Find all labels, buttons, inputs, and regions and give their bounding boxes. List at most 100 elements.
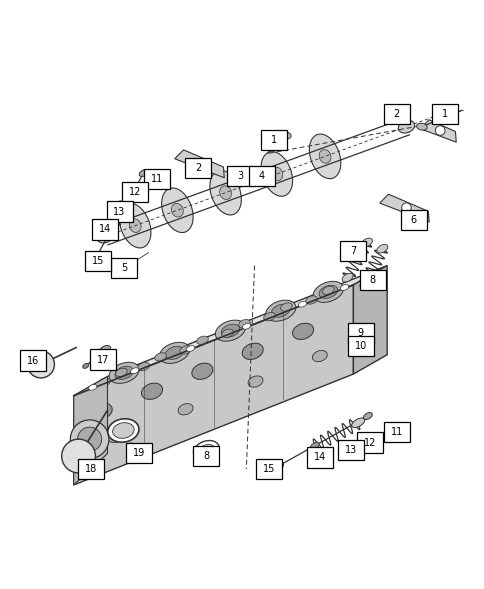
FancyBboxPatch shape	[347, 336, 373, 356]
Ellipse shape	[318, 150, 331, 163]
Ellipse shape	[340, 284, 348, 290]
Ellipse shape	[238, 319, 250, 328]
Ellipse shape	[91, 403, 112, 419]
Ellipse shape	[108, 431, 123, 443]
FancyBboxPatch shape	[347, 323, 373, 343]
Ellipse shape	[298, 301, 306, 307]
FancyBboxPatch shape	[90, 349, 116, 370]
FancyBboxPatch shape	[357, 432, 382, 453]
Ellipse shape	[161, 188, 193, 233]
Ellipse shape	[210, 170, 241, 215]
Ellipse shape	[103, 229, 112, 237]
Ellipse shape	[198, 445, 214, 456]
Text: 11: 11	[390, 427, 402, 437]
Ellipse shape	[363, 412, 372, 419]
FancyBboxPatch shape	[431, 104, 457, 124]
FancyBboxPatch shape	[359, 270, 385, 290]
Ellipse shape	[242, 323, 250, 329]
FancyBboxPatch shape	[111, 258, 137, 278]
Ellipse shape	[215, 320, 245, 341]
Text: 4: 4	[258, 171, 264, 181]
Text: 8: 8	[369, 275, 375, 285]
Circle shape	[28, 351, 54, 378]
Text: 7: 7	[349, 246, 356, 256]
Ellipse shape	[126, 188, 139, 198]
Text: 12: 12	[129, 187, 141, 197]
Polygon shape	[353, 266, 386, 374]
Text: 3: 3	[237, 171, 242, 181]
FancyBboxPatch shape	[227, 166, 253, 187]
Text: 6: 6	[410, 215, 416, 225]
Circle shape	[77, 427, 102, 451]
Text: 2: 2	[393, 108, 399, 118]
Ellipse shape	[119, 203, 151, 248]
Text: 15: 15	[91, 256, 104, 266]
Ellipse shape	[192, 363, 212, 379]
Text: 9: 9	[357, 328, 363, 338]
Ellipse shape	[280, 303, 292, 311]
Ellipse shape	[341, 273, 352, 282]
FancyBboxPatch shape	[193, 446, 219, 466]
Ellipse shape	[193, 441, 219, 460]
Text: 1: 1	[270, 135, 276, 145]
Ellipse shape	[115, 368, 127, 376]
FancyBboxPatch shape	[20, 350, 45, 370]
Ellipse shape	[376, 244, 387, 253]
Ellipse shape	[219, 186, 231, 200]
Text: 18: 18	[84, 464, 96, 474]
Text: 16: 16	[27, 356, 39, 366]
Ellipse shape	[180, 346, 191, 354]
Ellipse shape	[154, 353, 166, 361]
Polygon shape	[419, 120, 455, 142]
Ellipse shape	[247, 376, 262, 387]
Ellipse shape	[186, 346, 195, 352]
FancyBboxPatch shape	[256, 459, 282, 479]
Ellipse shape	[159, 342, 189, 363]
Text: 8: 8	[203, 451, 209, 461]
Polygon shape	[74, 285, 353, 485]
FancyBboxPatch shape	[260, 130, 286, 150]
FancyBboxPatch shape	[77, 459, 104, 479]
Text: 13: 13	[344, 445, 356, 455]
Ellipse shape	[305, 296, 317, 304]
Circle shape	[70, 420, 109, 458]
Ellipse shape	[139, 170, 148, 177]
Ellipse shape	[99, 346, 110, 355]
FancyBboxPatch shape	[185, 158, 211, 178]
Ellipse shape	[351, 418, 364, 428]
Ellipse shape	[129, 219, 141, 233]
Ellipse shape	[89, 385, 97, 391]
Text: 14: 14	[99, 224, 111, 234]
Text: 10: 10	[354, 341, 366, 351]
Ellipse shape	[397, 120, 414, 133]
Ellipse shape	[197, 336, 208, 345]
Ellipse shape	[107, 419, 139, 442]
Ellipse shape	[141, 383, 162, 399]
FancyBboxPatch shape	[383, 422, 409, 442]
Circle shape	[197, 158, 206, 168]
FancyBboxPatch shape	[125, 442, 151, 463]
Ellipse shape	[312, 350, 327, 362]
Ellipse shape	[271, 167, 282, 181]
Ellipse shape	[361, 238, 372, 247]
Ellipse shape	[263, 312, 275, 321]
Text: 19: 19	[133, 448, 145, 458]
Ellipse shape	[271, 462, 283, 472]
Ellipse shape	[310, 442, 318, 449]
FancyBboxPatch shape	[400, 210, 426, 230]
Ellipse shape	[109, 362, 139, 383]
Ellipse shape	[318, 285, 337, 299]
Ellipse shape	[112, 423, 134, 438]
FancyBboxPatch shape	[92, 219, 118, 240]
Circle shape	[61, 439, 95, 473]
Ellipse shape	[265, 300, 295, 321]
Polygon shape	[74, 266, 386, 396]
Polygon shape	[174, 150, 224, 178]
Ellipse shape	[416, 123, 426, 130]
FancyBboxPatch shape	[306, 448, 332, 468]
Ellipse shape	[171, 203, 183, 217]
Ellipse shape	[97, 230, 113, 243]
FancyBboxPatch shape	[85, 250, 111, 271]
Polygon shape	[379, 194, 428, 222]
Ellipse shape	[115, 366, 133, 379]
